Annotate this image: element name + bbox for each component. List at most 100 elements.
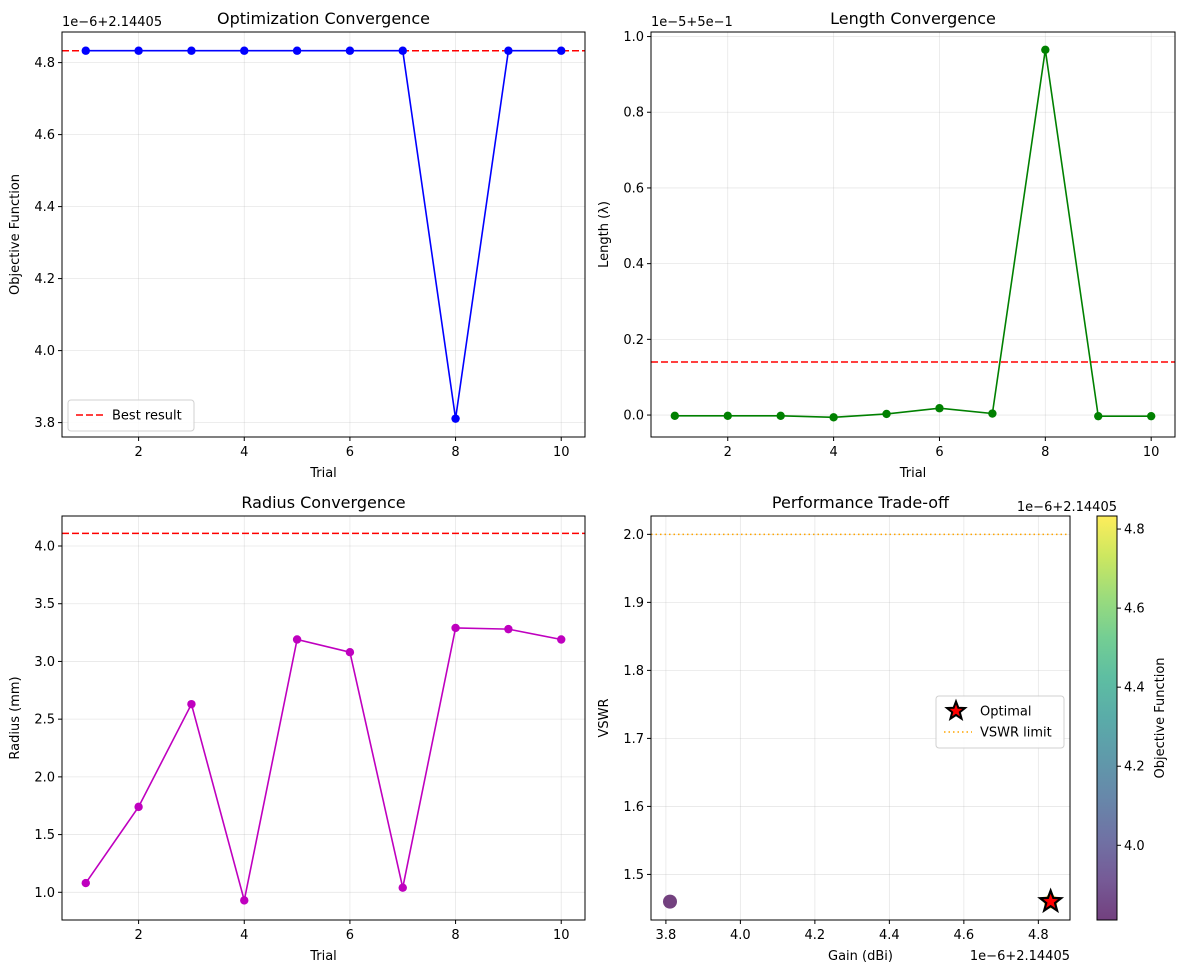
x-tick-label: 10 xyxy=(553,928,570,943)
y-tick-label: 1.6 xyxy=(623,800,644,815)
y-tick-label: 4.4 xyxy=(34,200,55,215)
y-tick-label: 0.8 xyxy=(623,106,644,121)
x-tick-label: 2 xyxy=(724,445,732,460)
axes-frame xyxy=(61,515,586,921)
data-point xyxy=(187,46,196,55)
scatter-point xyxy=(662,894,677,909)
x-tick-label: 4.0 xyxy=(730,928,751,943)
data-point xyxy=(187,699,196,709)
data-point xyxy=(882,409,891,419)
data-point xyxy=(670,411,680,421)
legend-label: VSWR limit xyxy=(980,726,1052,741)
axes-frame xyxy=(61,31,586,438)
legend-star-icon xyxy=(944,698,968,721)
y-tick-label: 2.5 xyxy=(34,713,55,728)
x-tick-label: 3.8 xyxy=(656,928,677,943)
y-tick-label: 4.2 xyxy=(34,272,55,287)
x-tick-label: 6 xyxy=(346,445,354,460)
colorbar-bar xyxy=(1096,515,1118,921)
y-tick-label: 4.0 xyxy=(34,540,55,555)
y-tick-label: 4.8 xyxy=(34,56,55,71)
x-tick-label: 10 xyxy=(553,445,570,460)
colorbar-tick-label: 4.2 xyxy=(1124,760,1145,775)
y-tick-label: 1.0 xyxy=(34,886,55,901)
data-point xyxy=(1146,411,1156,421)
plot-area xyxy=(651,533,1070,914)
chart-length: 2 4 6 8 10 0.0 0.2 0.4 0.6 0.8 1.0 Length Convergen… xyxy=(597,9,1176,481)
legend-label: Optimal xyxy=(980,705,1031,720)
data-point xyxy=(451,623,460,633)
y-axis-label: Radius (mm) xyxy=(8,676,23,759)
data-point xyxy=(292,635,302,644)
data-point xyxy=(398,883,407,892)
legend-label: Best result xyxy=(112,409,182,424)
data-point xyxy=(134,46,143,55)
y-tick-label: 3.8 xyxy=(34,416,55,431)
plot-area xyxy=(651,45,1175,422)
x-tick-label: 4 xyxy=(829,445,837,460)
data-point xyxy=(1041,45,1050,54)
series-line xyxy=(85,49,562,419)
y-tick-label: 3.5 xyxy=(34,597,55,612)
data-point xyxy=(1094,411,1103,421)
data-point xyxy=(829,413,838,422)
colorbar: 4.0 4.2 4.4 4.6 4.8 Objective Function 1e−6+2.… xyxy=(1017,500,1168,921)
x-tick-label: 4 xyxy=(240,928,248,943)
y-axis-label: Length (λ) xyxy=(597,201,612,268)
series-line xyxy=(85,627,562,901)
x-tick-label: 2 xyxy=(134,928,142,943)
data-point xyxy=(504,624,513,634)
data-point xyxy=(451,414,460,423)
data-point xyxy=(292,46,302,55)
y-tick-label: 1.5 xyxy=(623,868,644,883)
chart-title: Optimization Convergence xyxy=(217,9,430,28)
data-point xyxy=(557,46,566,55)
y-tick-label: 1.8 xyxy=(623,664,644,679)
colorbar-tick-label: 4.8 xyxy=(1124,523,1145,538)
y-offset-text: 1e−6+2.14405 xyxy=(62,15,162,30)
x-tick-label: 4 xyxy=(240,445,248,460)
data-point xyxy=(988,409,997,418)
x-tick-label: 6 xyxy=(935,445,943,460)
data-point xyxy=(345,46,355,55)
x-axis-label: Gain (dBi) xyxy=(828,949,893,964)
data-point xyxy=(81,46,90,55)
chart-radius: 2 4 6 8 10 1.0 1.5 2.0 2.5 3.0 3.5 4.0 Radius Conver… xyxy=(8,493,586,964)
y-tick-label: 4.6 xyxy=(34,128,55,143)
legend: Optimal VSWR limit xyxy=(935,695,1065,749)
data-point xyxy=(723,411,732,421)
y-axis-label: VSWR xyxy=(597,698,612,737)
y-tick-label: 0.0 xyxy=(623,409,644,424)
colorbar-label: Objective Function xyxy=(1153,657,1168,778)
optimal-star xyxy=(1037,887,1065,914)
data-point xyxy=(557,635,566,644)
data-point xyxy=(240,46,249,55)
y-tick-label: 0.4 xyxy=(623,257,644,272)
colorbar-offset-text: 1e−6+2.14405 xyxy=(1017,500,1117,515)
x-tick-label: 10 xyxy=(1143,445,1160,460)
axes-frame xyxy=(650,515,1071,921)
legend: Best result xyxy=(67,399,195,432)
chart-title: Length Convergence xyxy=(830,9,996,28)
x-tick-label: 8 xyxy=(1041,445,1049,460)
y-offset-text: 1e−5+5e−1 xyxy=(651,15,733,30)
x-axis-label: Trial xyxy=(309,466,337,481)
data-point xyxy=(504,46,513,55)
x-tick-label: 6 xyxy=(346,928,354,943)
y-tick-label: 1.7 xyxy=(623,732,644,747)
data-point xyxy=(935,404,944,413)
chart-title: Performance Trade-off xyxy=(772,493,950,512)
data-point xyxy=(240,896,249,905)
colorbar-tick-label: 4.6 xyxy=(1124,602,1145,617)
y-axis-label: Objective Function xyxy=(8,174,23,295)
y-tick-label: 1.5 xyxy=(34,828,55,843)
x-tick-label: 4.2 xyxy=(805,928,826,943)
x-tick-label: 4.6 xyxy=(954,928,975,943)
colorbar-tick-label: 4.4 xyxy=(1124,681,1145,696)
plot-area xyxy=(62,532,585,905)
y-tick-label: 0.6 xyxy=(623,181,644,196)
legend-box xyxy=(67,399,195,432)
plot-area xyxy=(62,46,585,423)
x-tick-label: 8 xyxy=(451,928,459,943)
